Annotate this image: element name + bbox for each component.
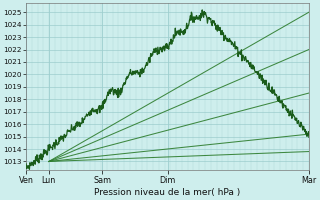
X-axis label: Pression niveau de la mer( hPa ): Pression niveau de la mer( hPa ) bbox=[94, 188, 241, 197]
